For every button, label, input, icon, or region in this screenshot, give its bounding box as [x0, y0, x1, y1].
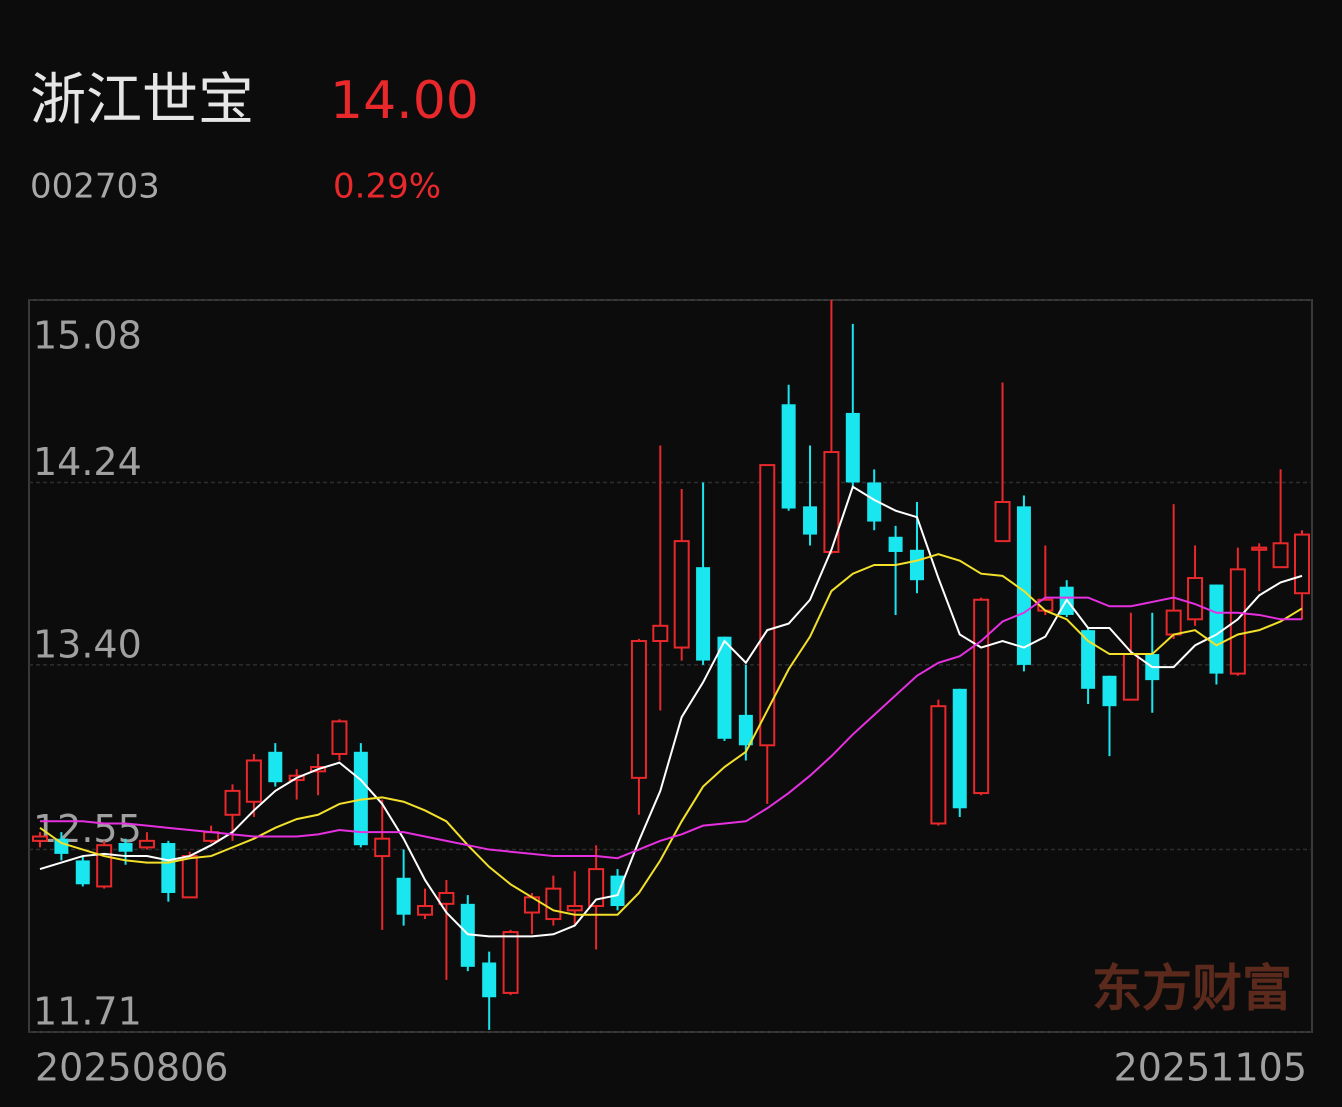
candle-body	[696, 567, 711, 661]
candle-body	[417, 905, 434, 916]
plot-frame	[28, 299, 1313, 1033]
candle-body	[181, 855, 198, 899]
candle-body	[566, 905, 583, 912]
candle-body	[1251, 546, 1268, 551]
candle-body	[673, 540, 690, 649]
candle-body	[245, 759, 262, 803]
candle-body	[460, 903, 475, 967]
candle-body	[1187, 577, 1204, 621]
candle-body	[1209, 584, 1224, 674]
candle-body	[75, 860, 90, 885]
candle-body	[630, 640, 647, 779]
candle-body	[717, 636, 732, 739]
candle-body	[118, 843, 133, 852]
candle-body	[1272, 542, 1289, 569]
candle-body	[1229, 568, 1246, 675]
candle-body	[1102, 675, 1117, 707]
candle-body	[888, 536, 903, 552]
candle-body	[331, 720, 348, 755]
candle-body	[652, 624, 669, 643]
candle-body	[803, 506, 818, 535]
candle-body	[353, 751, 368, 846]
moving-average-line	[39, 485, 1303, 938]
candle-body	[96, 844, 113, 888]
candle-body	[952, 688, 967, 809]
candle-body	[1081, 630, 1096, 689]
stock-price: 14.00	[330, 71, 479, 131]
candle-body	[781, 404, 796, 509]
y-tick-label: 13.40	[33, 622, 142, 666]
candle-body	[738, 714, 753, 746]
moving-average-line	[39, 553, 1303, 916]
candle-body	[1122, 653, 1139, 701]
candle-body	[1165, 609, 1182, 636]
candle-body	[396, 877, 411, 915]
y-tick-label: 14.24	[33, 440, 142, 484]
candle-body	[32, 835, 48, 842]
candle-body	[482, 962, 497, 998]
candle-body	[224, 789, 241, 816]
stock-code: 002703	[30, 167, 160, 207]
candle-body	[1016, 506, 1031, 665]
candle-body	[930, 705, 947, 825]
x-tick-label: 20251105	[1114, 1046, 1307, 1090]
x-tick-label: 20250806	[35, 1046, 228, 1090]
candle-body	[138, 839, 155, 849]
stock-name: 浙江世宝	[30, 68, 254, 133]
candle-body	[845, 412, 860, 483]
candle-body	[545, 887, 562, 921]
candle-body	[1294, 533, 1310, 595]
candle-body	[610, 875, 625, 907]
candle-body	[161, 843, 176, 893]
candle-body	[438, 891, 455, 905]
y-tick-label: 11.71	[33, 990, 142, 1034]
candle-body	[909, 549, 924, 581]
candle-body	[759, 464, 776, 747]
candle-body	[502, 931, 519, 994]
price-change: 0.29%	[333, 167, 441, 207]
candle-body	[588, 868, 605, 908]
watermark: 东方财富	[1092, 960, 1292, 1018]
moving-average-line	[40, 596, 1302, 860]
candle-body	[374, 837, 391, 858]
candle-body	[973, 598, 990, 795]
candle-body	[867, 482, 882, 522]
candle-body	[994, 501, 1011, 543]
y-tick-label: 15.08	[33, 314, 142, 358]
candle-body	[54, 838, 69, 854]
candle-body	[268, 751, 283, 783]
